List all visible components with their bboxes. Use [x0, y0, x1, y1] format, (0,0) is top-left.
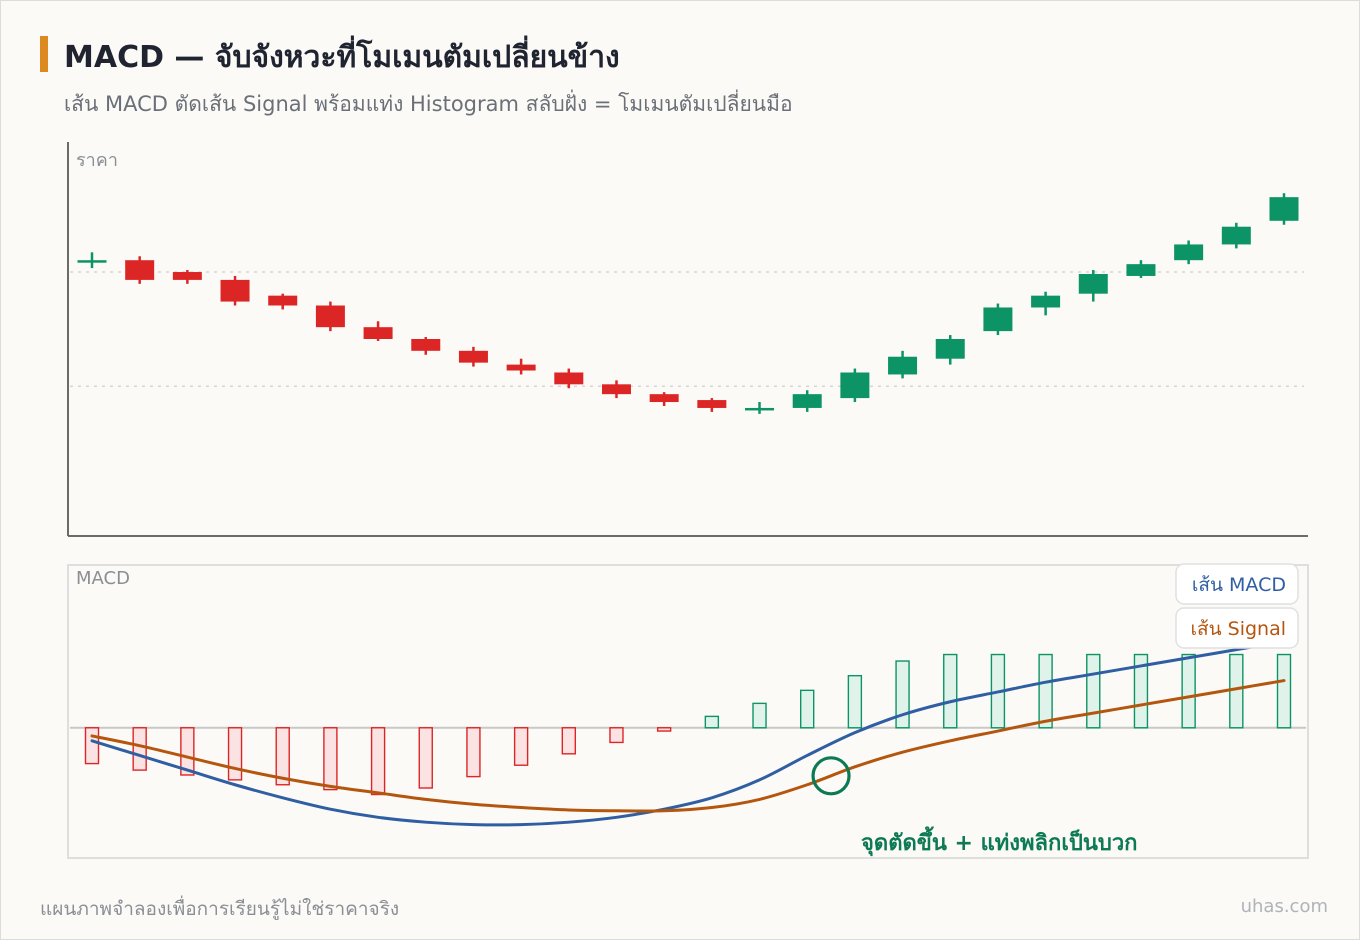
- page-subtitle: เส้น MACD ตัดเส้น Signal พร้อมแท่ง Histo…: [64, 92, 793, 116]
- price-candle: [983, 303, 1013, 336]
- price-candle: [840, 368, 870, 403]
- price-candle: [649, 392, 679, 406]
- crossover-marker: [811, 756, 851, 796]
- price-candle: [411, 337, 441, 355]
- price-candle: [935, 335, 965, 365]
- macd-chart: MACD จุดตัดขึ้น + แท่งพลิกเป็นบวก เส้น M…: [67, 563, 1309, 859]
- macd-panel-border: [67, 564, 1309, 859]
- histogram-bar: [275, 727, 290, 786]
- histogram-bar: [752, 702, 767, 729]
- histogram-bar: [847, 674, 863, 729]
- price-candle: [1031, 291, 1061, 316]
- legend-label: เส้น Signal: [1191, 618, 1286, 640]
- price-candle: [268, 293, 298, 310]
- price-candle: [1174, 240, 1204, 265]
- price-candle: [745, 402, 775, 414]
- histogram-bar: [84, 727, 100, 765]
- price-candle: [1078, 270, 1108, 302]
- histogram-bar: [704, 715, 720, 729]
- histogram-bar: [1133, 653, 1149, 729]
- price-candle: [1126, 260, 1156, 278]
- legend-item-signal-line: เส้น Signal: [1175, 607, 1299, 649]
- price-candle: [1269, 193, 1299, 225]
- price-candle: [697, 398, 727, 412]
- histogram-bar: [1086, 653, 1101, 729]
- price-candle: [363, 321, 393, 341]
- histogram-bar: [609, 727, 624, 744]
- legend-item-macd-line: เส้น MACD: [1175, 563, 1299, 605]
- price-candle: [888, 350, 918, 379]
- price-candle: [77, 252, 107, 269]
- histogram-bar: [227, 727, 243, 781]
- histogram-bar: [1229, 653, 1244, 729]
- histogram-bar: [943, 653, 958, 729]
- signal-line: [90, 679, 1286, 813]
- price-candle: [601, 380, 631, 399]
- histogram-bar: [132, 727, 147, 771]
- price-axis-label: ราคา: [76, 150, 118, 171]
- legend-label: เส้น MACD: [1192, 574, 1286, 596]
- price-candle: [554, 368, 584, 389]
- price-candle: [458, 346, 488, 367]
- price-candle: [220, 275, 250, 306]
- price-chart: ราคา: [67, 142, 1308, 537]
- price-candle: [792, 390, 822, 412]
- price-candle: [1221, 222, 1251, 249]
- title-accent-bar: [40, 36, 48, 72]
- price-candle: [125, 256, 155, 284]
- histogram-bar: [323, 727, 338, 791]
- histogram-bar: [466, 727, 481, 778]
- histogram-bar: [180, 727, 195, 776]
- histogram-bar: [370, 727, 386, 796]
- histogram-bar: [561, 727, 576, 755]
- histogram-bar: [656, 727, 672, 732]
- price-candle: [315, 301, 345, 332]
- histogram-bar: [1276, 653, 1292, 729]
- crossover-annotation: จุดตัดขึ้น + แท่งพลิกเป็นบวก: [861, 826, 1137, 857]
- histogram-bar: [513, 727, 529, 766]
- macd-line: [90, 640, 1286, 827]
- footer-note: แผนภาพจำลองเพื่อการเรียนรู้ไม่ใช่ราคาจริ…: [40, 898, 400, 920]
- price-candle: [506, 358, 536, 375]
- histogram-bar: [895, 660, 910, 729]
- histogram-bar: [418, 727, 433, 789]
- brand-label: uhas.com: [1240, 896, 1328, 917]
- histogram-bar: [1038, 653, 1053, 729]
- histogram-bar: [800, 689, 815, 729]
- price-candle: [172, 270, 202, 284]
- page-title: MACD — จับจังหวะที่โมเมนตัมเปลี่ยนข้าง: [64, 40, 620, 75]
- macd-axis-label: MACD: [76, 568, 130, 589]
- histogram-bar: [1181, 653, 1196, 729]
